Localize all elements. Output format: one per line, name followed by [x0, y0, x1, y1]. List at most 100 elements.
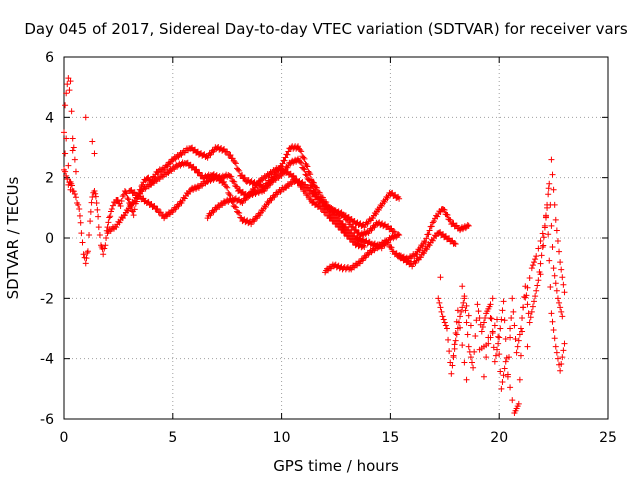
data-point — [281, 157, 288, 164]
data-point — [487, 314, 494, 321]
data-point — [482, 314, 489, 321]
data-point — [522, 294, 529, 301]
data-point — [69, 135, 76, 142]
data-point — [92, 190, 99, 197]
data-point — [83, 255, 90, 262]
data-point — [71, 190, 78, 197]
data-point — [451, 341, 458, 348]
data-point — [436, 299, 443, 306]
data-point — [433, 233, 440, 240]
data-point — [549, 244, 556, 251]
data-point — [465, 343, 472, 350]
data-point — [423, 235, 430, 242]
data-point — [525, 310, 532, 317]
data-point — [127, 204, 134, 211]
data-point — [467, 354, 474, 361]
data-point — [500, 298, 507, 305]
data-point — [545, 191, 552, 198]
data-point — [452, 337, 459, 344]
data-point — [63, 90, 70, 97]
data-point — [88, 199, 95, 206]
data-point — [524, 343, 531, 350]
data-point — [231, 159, 238, 166]
data-point — [89, 138, 96, 145]
x-tick-label: 15 — [381, 430, 399, 446]
data-point — [125, 196, 132, 203]
data-point — [526, 319, 533, 326]
data-point — [70, 144, 77, 151]
data-point — [452, 241, 459, 248]
data-point — [526, 274, 533, 281]
data-point — [293, 176, 300, 183]
axis-ticks: 0 5 10 15 20 25 -6 -4 -2 0 2 4 6 — [40, 50, 617, 446]
data-point — [528, 265, 535, 272]
data-point — [505, 354, 512, 361]
data-point — [128, 207, 135, 214]
data-point — [465, 222, 472, 229]
data-point — [342, 223, 349, 230]
data-point — [437, 209, 444, 216]
data-point — [232, 204, 239, 211]
data-point — [61, 129, 67, 136]
data-point — [454, 307, 461, 314]
data-point — [453, 318, 460, 325]
y-tick-label: -2 — [40, 291, 54, 307]
data-point — [520, 304, 527, 311]
data-point — [340, 220, 347, 227]
data-point — [119, 215, 126, 222]
data-point — [345, 226, 352, 233]
data-point — [458, 308, 465, 315]
data-point — [540, 234, 547, 241]
data-point — [428, 223, 435, 230]
data-point — [196, 169, 203, 176]
data-point — [464, 331, 471, 338]
data-point — [284, 151, 291, 158]
data-point — [460, 299, 467, 306]
data-point — [328, 208, 335, 215]
data-point — [548, 310, 555, 317]
data-point — [93, 200, 100, 207]
data-point — [353, 226, 360, 233]
data-point — [556, 299, 563, 306]
data-point — [545, 185, 552, 192]
data-point — [439, 313, 446, 320]
data-point — [84, 248, 91, 255]
data-point — [548, 156, 555, 163]
data-point — [471, 348, 478, 355]
data-point — [396, 195, 403, 202]
data-point — [426, 242, 433, 249]
data-point — [459, 283, 466, 290]
data-point — [510, 308, 517, 315]
data-point — [434, 213, 441, 220]
data-point — [342, 229, 349, 236]
data-point — [514, 403, 521, 410]
data-point — [385, 239, 392, 246]
data-point — [227, 151, 234, 158]
data-point — [437, 304, 444, 311]
data-point — [550, 186, 557, 193]
data-point — [540, 242, 547, 249]
data-point — [319, 205, 326, 212]
data-point — [492, 352, 499, 359]
data-point — [457, 313, 464, 320]
data-point — [303, 172, 310, 179]
data-point — [231, 178, 238, 185]
data-point — [223, 183, 230, 190]
x-tick-label: 25 — [599, 430, 617, 446]
data-point — [305, 184, 312, 191]
data-point — [92, 193, 99, 200]
data-point — [296, 180, 303, 187]
data-point — [72, 194, 79, 201]
data-point — [469, 359, 475, 366]
grid — [64, 57, 608, 419]
data-point — [131, 206, 138, 213]
data-point — [116, 219, 123, 226]
data-point — [511, 322, 518, 329]
data-point — [157, 209, 164, 216]
data-point — [178, 200, 185, 207]
data-point — [519, 314, 526, 321]
data-point — [549, 318, 556, 325]
data-point — [449, 362, 456, 369]
data-point — [447, 359, 454, 366]
data-point — [248, 190, 255, 197]
